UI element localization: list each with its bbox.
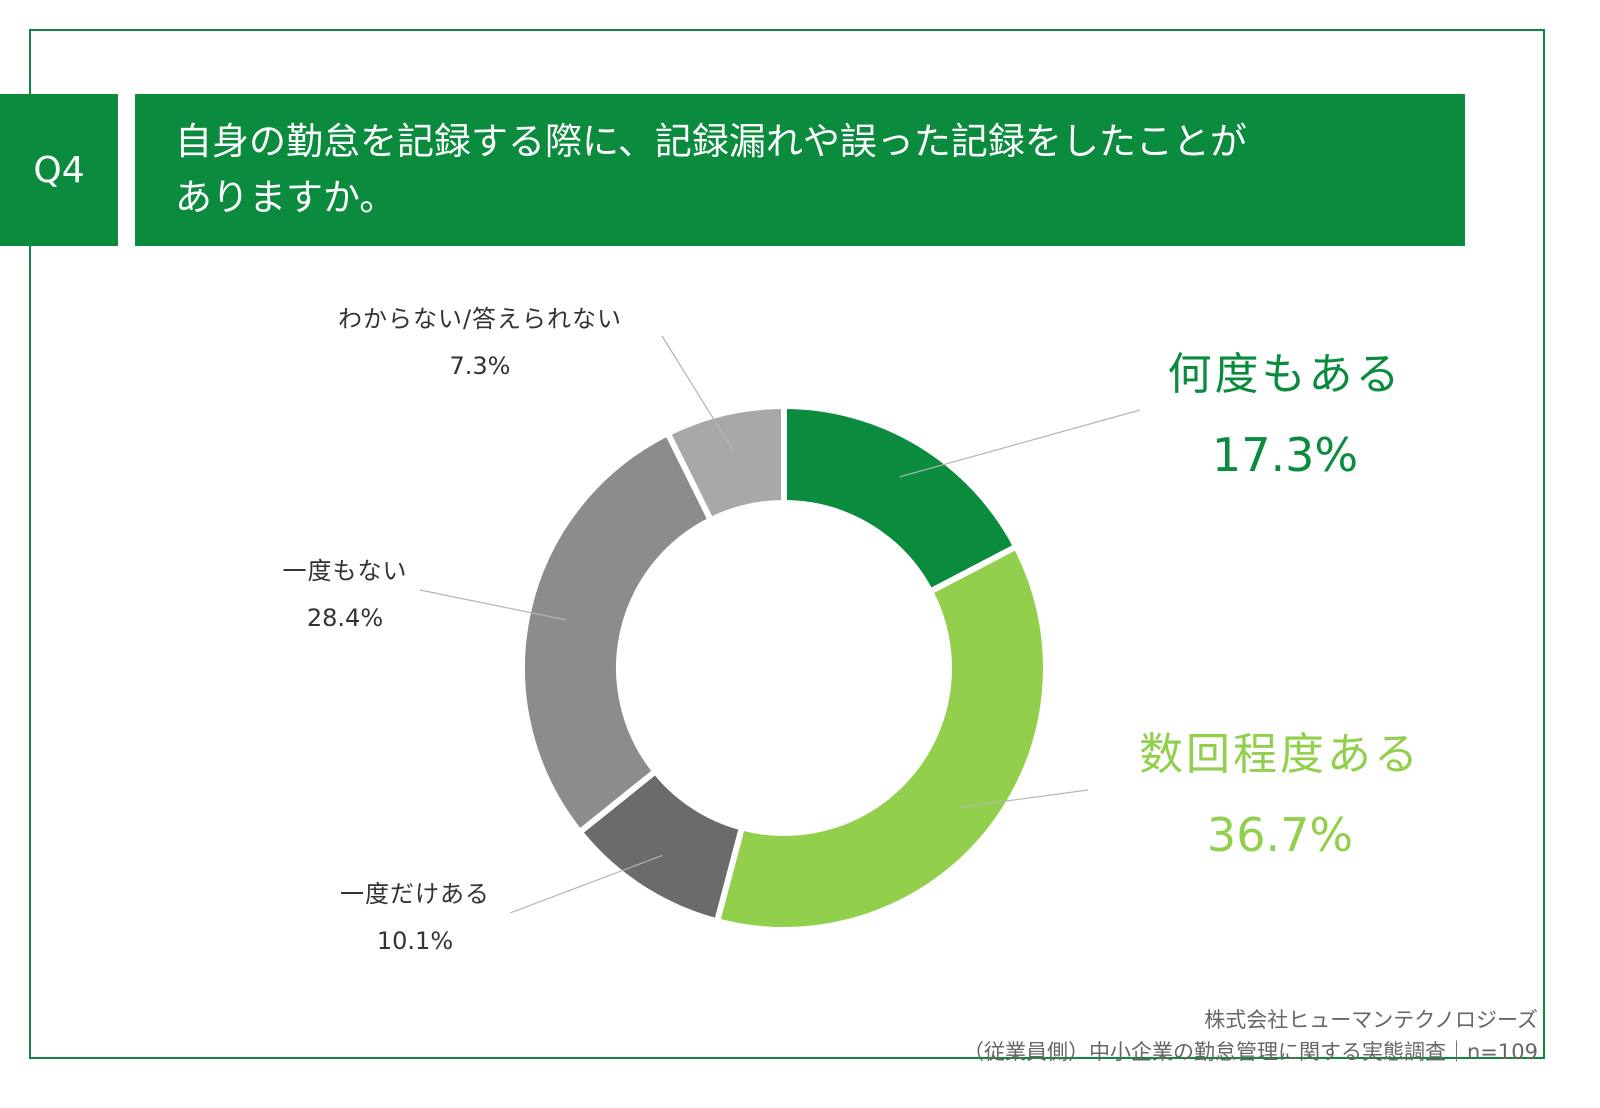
label-slice-1: 数回程度ある 36.7%	[1115, 718, 1445, 862]
label-slice-0: 何度もある 17.3%	[1150, 338, 1420, 482]
slice-2-name: 一度だけある	[340, 880, 490, 908]
donut-slice-4	[663, 402, 787, 525]
source-line-2: （従業員側）中小企業の勤怠管理に関する実態調査｜n=109	[963, 1040, 1538, 1064]
chart-frame	[29, 29, 1545, 1059]
question-title-line-2: ありますか。	[175, 176, 397, 219]
slice-1-value: 36.7%	[1206, 808, 1354, 862]
slice-1-name: 数回程度ある	[1139, 729, 1421, 780]
question-title-line-1: 自身の勤怠を記録する際に、記録漏れや誤った記録をしたことが	[175, 120, 1247, 163]
label-slice-3: 一度もない 28.4%	[255, 551, 435, 632]
leader-line-4	[661, 335, 734, 451]
slice-2-value: 10.1%	[376, 927, 454, 955]
slice-3-value: 28.4%	[306, 604, 384, 632]
question-number-badge: Q4	[0, 94, 118, 246]
donut-slice-0	[781, 402, 1021, 596]
slice-3-name: 一度もない	[282, 557, 408, 585]
question-title: 自身の勤怠を記録する際に、記録漏れや誤った記録をしたことが ありますか。	[135, 94, 1465, 246]
slice-0-name: 何度もある	[1167, 349, 1403, 400]
slice-4-value: 7.3%	[449, 352, 511, 380]
source-note: 株式会社ヒューマンテクノロジーズ （従業員側）中小企業の勤怠管理に関する実態調査…	[963, 1004, 1538, 1068]
slice-0-value: 17.3%	[1211, 428, 1359, 482]
label-slice-2: 一度だけある 10.1%	[310, 874, 520, 955]
leader-line-3	[419, 589, 566, 621]
slice-4-name: わからない/答えられない	[337, 305, 623, 333]
leader-line-2	[509, 854, 663, 914]
donut-slice-1	[713, 542, 1049, 934]
label-slice-4: わからない/答えられない 7.3%	[300, 299, 660, 380]
donut-slice-3	[519, 429, 715, 837]
leader-line-1	[958, 789, 1089, 809]
leader-line-0	[899, 409, 1141, 478]
source-line-1: 株式会社ヒューマンテクノロジーズ	[1204, 1008, 1538, 1032]
